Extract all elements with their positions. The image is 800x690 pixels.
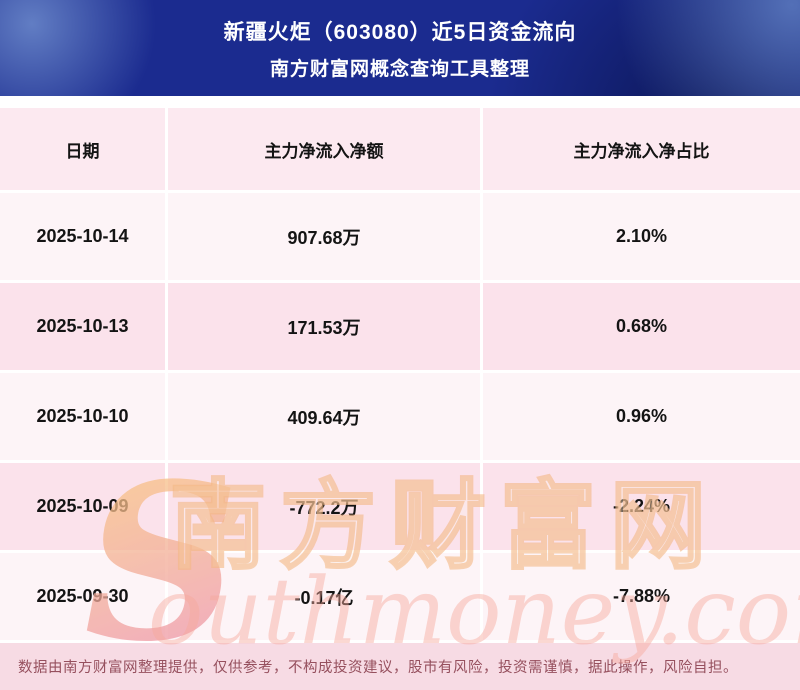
- column-header-net-inflow: 主力净流入净额: [168, 108, 480, 190]
- page-title: 新疆火炬（603080）近5日资金流向: [223, 20, 577, 44]
- disclaimer-bar: 数据由南方财富网整理提供，仅供参考，不构成投资建议，股市有风险，投资需谨慎，据此…: [0, 643, 800, 690]
- page-subtitle: 南方财富网概念查询工具整理: [269, 58, 530, 80]
- title-banner: 新疆火炬（603080）近5日资金流向 南方财富网概念查询工具整理: [0, 0, 800, 96]
- cell-net-inflow-ratio: 0.68%: [483, 283, 800, 370]
- cell-net-inflow: 171.53万: [168, 283, 480, 370]
- column-header-net-inflow-ratio: 主力净流入净占比: [483, 108, 800, 190]
- cell-date: 2025-10-14: [0, 193, 165, 280]
- table-row: 2025-10-10 409.64万 0.96%: [0, 373, 800, 460]
- column-header-date: 日期: [0, 108, 165, 190]
- cell-net-inflow: 409.64万: [168, 373, 480, 460]
- cell-net-inflow-ratio: -2.24%: [483, 463, 800, 550]
- cell-net-inflow-ratio: 2.10%: [483, 193, 800, 280]
- cell-net-inflow-ratio: 0.96%: [483, 373, 800, 460]
- cell-net-inflow: -0.17亿: [168, 553, 480, 640]
- cell-date: 2025-09-30: [0, 553, 165, 640]
- table-row: 2025-10-14 907.68万 2.10%: [0, 193, 800, 280]
- cell-net-inflow: 907.68万: [168, 193, 480, 280]
- table-row: 2025-10-09 -772.2万 -2.24%: [0, 463, 800, 550]
- table-row: 2025-10-13 171.53万 0.68%: [0, 283, 800, 370]
- table-row: 2025-09-30 -0.17亿 -7.88%: [0, 553, 800, 640]
- cell-date: 2025-10-09: [0, 463, 165, 550]
- disclaimer-text: 数据由南方财富网整理提供，仅供参考，不构成投资建议，股市有风险，投资需谨慎，据此…: [18, 660, 738, 676]
- cell-net-inflow-ratio: -7.88%: [483, 553, 800, 640]
- cell-net-inflow: -772.2万: [168, 463, 480, 550]
- cell-date: 2025-10-10: [0, 373, 165, 460]
- fund-flow-table: 日期 主力净流入净额 主力净流入净占比 2025-10-14 907.68万 2…: [0, 108, 800, 670]
- cell-date: 2025-10-13: [0, 283, 165, 370]
- table-header-row: 日期 主力净流入净额 主力净流入净占比: [0, 108, 800, 190]
